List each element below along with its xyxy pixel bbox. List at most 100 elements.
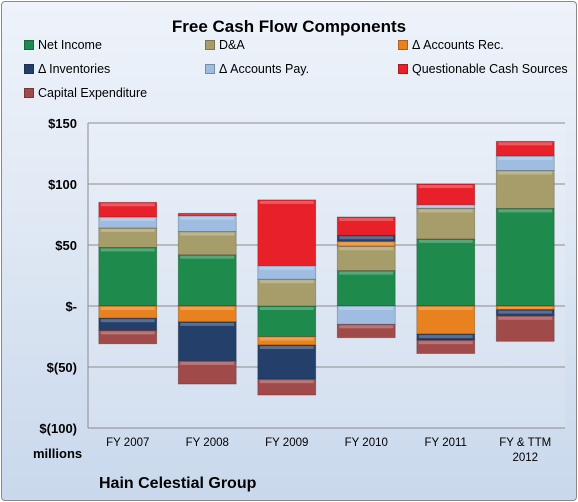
legend-label: D&A [219, 38, 245, 52]
bar-segment-highlight [180, 255, 235, 259]
bar-segment-highlight [498, 171, 553, 175]
chart-legend: Net Income D&A Δ Accounts Rec. Δ Inventorie… [24, 38, 574, 110]
bar-segment [98, 329, 158, 345]
bar-segment [416, 183, 476, 206]
x-tick-label: FY & TTM 2012 [499, 437, 551, 464]
bar-segment-highlight [259, 200, 314, 204]
legend-item: Questionable Cash Sources [398, 62, 568, 76]
y-tick-label: $- [65, 299, 77, 314]
bar-segment [336, 216, 396, 236]
bar-segment-highlight [100, 248, 155, 252]
bar-segment [257, 305, 317, 337]
legend-item: D&A [205, 38, 245, 52]
bar-segment-highlight [498, 209, 553, 213]
legend-swatch [24, 40, 34, 50]
x-tick-label: FY 2011 [425, 437, 467, 449]
bar-segment [257, 199, 317, 267]
legend-swatch [205, 64, 215, 74]
bar-segment [257, 378, 317, 396]
bar-segment [416, 339, 476, 354]
bar-segment-highlight [259, 307, 314, 310]
legend-swatch [398, 64, 408, 74]
bar-segment-highlight [418, 209, 473, 213]
bar-segment-highlight [259, 266, 314, 270]
bar-segment-highlight [180, 232, 235, 236]
bar-segment [177, 212, 237, 217]
legend-label: Δ Inventories [38, 62, 111, 76]
bar-segment [416, 207, 476, 240]
bar-segment [336, 270, 396, 307]
legend-item: Net Income [24, 38, 102, 52]
legend-item: Capital Expenditure [24, 86, 147, 100]
bar-segment [177, 360, 237, 385]
bar-segment-highlight [339, 247, 394, 251]
bar-segment-highlight [259, 337, 314, 341]
y-tick-label: $(100) [39, 421, 77, 436]
bar-segment-highlight [339, 271, 394, 275]
bar-segment-highlight [498, 156, 553, 160]
y-tick-label: $50 [55, 238, 77, 253]
bar-segment-highlight [259, 380, 314, 384]
bar-segment [257, 278, 317, 307]
bar-segment-highlight [418, 341, 473, 345]
bar-segment-highlight [418, 185, 473, 188]
bar-segment-highlight [100, 319, 155, 323]
legend-item: Δ Accounts Rec. [398, 38, 504, 52]
x-tick-label: FY 2007 [106, 437, 149, 449]
legend-swatch [398, 40, 408, 50]
company-name: Hain Celestial Group [99, 475, 257, 492]
bar-segment-highlight [100, 217, 155, 221]
bar-segment [177, 254, 237, 307]
legend-swatch [205, 40, 215, 50]
bar-segment [495, 207, 555, 307]
bar-segment-highlight [418, 205, 473, 208]
bar-segment [336, 323, 396, 339]
bar-segment-highlight [498, 142, 553, 146]
bar-segment [98, 201, 158, 218]
y-tick-label: $150 [48, 116, 77, 131]
bar-segment-highlight [339, 217, 394, 221]
bar-segment-highlight [100, 331, 155, 335]
bar-segment [336, 245, 396, 272]
bar-segment-highlight [418, 307, 473, 310]
plot-area [88, 123, 565, 428]
bar-segment-highlight [339, 307, 394, 310]
legend-label: Δ Accounts Rec. [412, 38, 504, 52]
legend-label: Net Income [38, 38, 102, 52]
bar-segment-highlight [418, 335, 473, 339]
bar-segment [416, 238, 476, 307]
bar-segment-highlight [498, 316, 553, 320]
legend-label: Capital Expenditure [38, 86, 148, 100]
bar-segment-highlight [498, 307, 553, 309]
bar-segment [495, 140, 555, 157]
bar-segment-highlight [259, 280, 314, 284]
x-tick-label: FY 2010 [345, 437, 388, 449]
bar-segment-highlight [100, 203, 155, 207]
bar-segment-highlight [418, 239, 473, 243]
bar-segment-highlight [180, 361, 235, 365]
bar-segment-highlight [100, 307, 155, 310]
bar-segment-highlight [100, 228, 155, 232]
bar-segment-highlight [339, 236, 394, 240]
chart-title: Free Cash Flow Components [171, 17, 407, 36]
x-tick-label: FY 2009 [265, 437, 308, 449]
x-tick-label: FY 2008 [186, 437, 229, 449]
bar-segment [257, 344, 317, 380]
legend-label: Questionable Cash Sources [412, 62, 568, 76]
bar-segment-highlight [180, 307, 235, 310]
bar-segment-highlight [498, 310, 553, 314]
bar-segment [177, 321, 237, 362]
bar-segment-highlight [180, 322, 235, 326]
bar-segment [495, 170, 555, 209]
legend-swatch [24, 64, 34, 74]
bar-segment-highlight [339, 242, 394, 246]
bar-segment-highlight [180, 216, 235, 220]
legend-item: Δ Accounts Pay. [205, 62, 309, 76]
units-label: millions [33, 446, 83, 461]
y-tick-label: $100 [48, 177, 77, 192]
y-tick-label: $(50) [47, 360, 77, 375]
legend-item: Δ Inventories [24, 62, 110, 76]
legend-swatch [24, 88, 34, 98]
